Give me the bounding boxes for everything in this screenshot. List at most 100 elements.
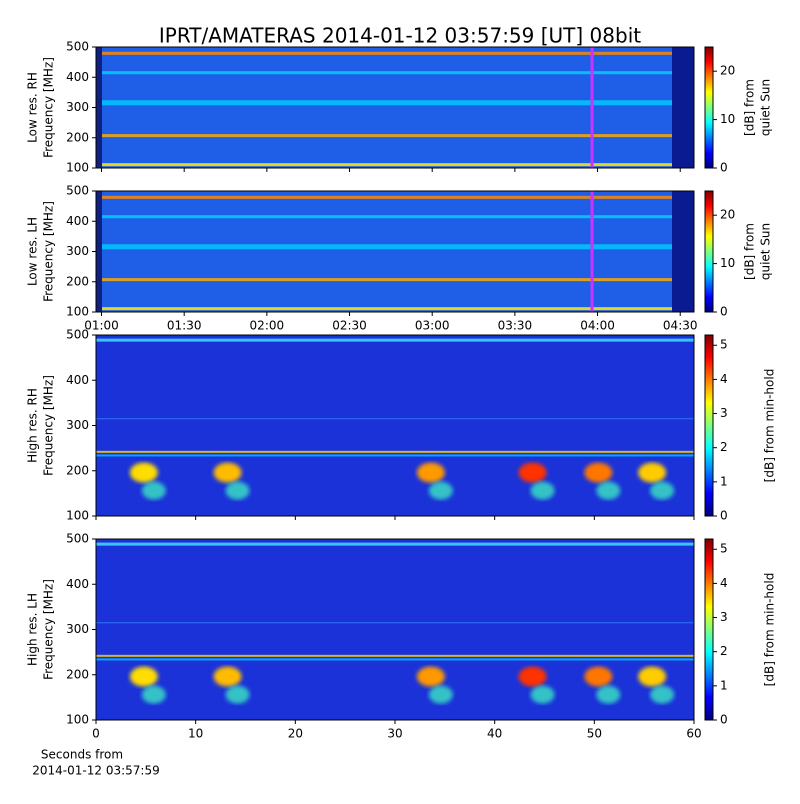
spectrum-band xyxy=(96,542,694,546)
burst-tail xyxy=(530,481,555,500)
y-tick-label: 400 xyxy=(66,70,89,84)
colorbar xyxy=(704,334,714,517)
y-axis-label: High res. RH xyxy=(26,388,40,463)
burst-tail xyxy=(428,481,453,500)
burst-tail xyxy=(141,481,166,500)
time-marker xyxy=(590,191,594,312)
y-tick-label: 500 xyxy=(66,40,89,54)
burst-tail xyxy=(650,481,675,500)
colorbar-label: [dB] from min-hold xyxy=(763,573,777,687)
colorbar-tick-label: 10 xyxy=(720,256,735,270)
burst xyxy=(213,462,242,483)
x-tick-label: 04:00 xyxy=(580,319,615,333)
colorbar-label: quiet Sun xyxy=(759,223,773,280)
colorbar-tick-label: 0 xyxy=(720,713,728,727)
y-axis-label: Frequency [MHz] xyxy=(42,375,56,476)
y-tick-label: 300 xyxy=(66,622,89,636)
colorbar-tick-label: 4 xyxy=(720,372,728,386)
colorbar-tick-label: 2 xyxy=(720,644,728,658)
colorbar-tick-label: 4 xyxy=(720,576,728,590)
y-tick-label: 200 xyxy=(66,463,89,477)
burst xyxy=(518,462,547,483)
y-tick-label: 400 xyxy=(66,577,89,591)
y-tick-label: 100 xyxy=(66,509,89,523)
burst xyxy=(518,666,547,687)
y-tick-label: 200 xyxy=(66,274,89,288)
time-marker xyxy=(590,47,594,168)
colorbar-tick-label: 2 xyxy=(720,440,728,454)
x-tick-label: 0 xyxy=(92,727,100,741)
spectrum-band xyxy=(96,215,694,219)
spectrum-band xyxy=(96,278,694,282)
x-tick-label: 40 xyxy=(487,727,502,741)
colorbar-label: [dB] from min-hold xyxy=(763,369,777,483)
y-tick-label: 500 xyxy=(66,184,89,198)
y-tick-label: 100 xyxy=(66,713,89,727)
y-axis-label: Frequency [MHz] xyxy=(42,57,56,158)
x-tick-label: 20 xyxy=(288,727,303,741)
spectrogram-background xyxy=(96,335,694,516)
x-tick-label: 01:00 xyxy=(84,319,119,333)
burst-tail xyxy=(530,685,555,704)
burst-tail xyxy=(596,685,621,704)
y-tick-label: 100 xyxy=(66,305,89,319)
spectrogram-background xyxy=(96,47,694,168)
colorbar xyxy=(704,46,714,169)
burst-tail xyxy=(596,481,621,500)
y-axis-label: Low res. LH xyxy=(26,217,40,286)
y-tick-label: 400 xyxy=(66,214,89,228)
burst xyxy=(129,462,158,483)
colorbar-tick-label: 1 xyxy=(720,678,728,692)
burst-tail xyxy=(141,685,166,704)
spectrum-edge xyxy=(96,191,102,312)
burst xyxy=(416,666,445,687)
colorbar xyxy=(704,538,714,721)
colorbar-tick-label: 3 xyxy=(720,610,728,624)
burst xyxy=(584,666,613,687)
spectrum-band xyxy=(96,622,694,624)
y-tick-label: 100 xyxy=(66,161,89,175)
x-tick-label: 03:00 xyxy=(415,319,450,333)
spectrum-band xyxy=(96,134,694,138)
spectrum-band xyxy=(96,418,694,420)
spectrum-band xyxy=(96,307,694,311)
spectrum-band xyxy=(96,244,694,250)
colorbar-tick-label: 5 xyxy=(720,542,728,556)
burst-tail xyxy=(650,685,675,704)
x-axis-label: Seconds from xyxy=(41,748,123,762)
burst-tail xyxy=(225,481,250,500)
burst xyxy=(416,462,445,483)
burst-tail xyxy=(225,685,250,704)
burst xyxy=(129,666,158,687)
colorbar-tick-label: 0 xyxy=(720,305,728,319)
spectrogram-background xyxy=(96,191,694,312)
colorbar-tick-label: 0 xyxy=(720,161,728,175)
burst xyxy=(584,462,613,483)
burst xyxy=(638,666,667,687)
spectrum-edge xyxy=(672,47,694,168)
y-tick-label: 200 xyxy=(66,130,89,144)
colorbar-tick-label: 3 xyxy=(720,406,728,420)
y-tick-label: 500 xyxy=(66,328,89,342)
y-tick-label: 500 xyxy=(66,532,89,546)
spectrum-band xyxy=(96,454,694,457)
spectrum-edge xyxy=(672,191,694,312)
spectrogram-background xyxy=(96,539,694,720)
x-axis-label: 2014-01-12 03:57:59 xyxy=(32,764,159,778)
colorbar-label: [dB] from xyxy=(743,223,757,280)
x-tick-label: 02:30 xyxy=(332,319,367,333)
y-axis-label: Frequency [MHz] xyxy=(42,201,56,302)
x-tick-label: 50 xyxy=(587,727,602,741)
spectrum-edge xyxy=(96,47,102,168)
x-tick-label: 01:30 xyxy=(167,319,202,333)
colorbar-tick-label: 1 xyxy=(720,474,728,488)
x-tick-label: 02:00 xyxy=(250,319,285,333)
x-tick-label: 03:30 xyxy=(498,319,533,333)
burst xyxy=(638,462,667,483)
x-tick-label: 04:30 xyxy=(663,319,698,333)
spectrum-band xyxy=(96,51,694,55)
spectrum-band xyxy=(96,195,694,199)
colorbar-tick-label: 5 xyxy=(720,338,728,352)
spectrum-band xyxy=(96,654,694,657)
